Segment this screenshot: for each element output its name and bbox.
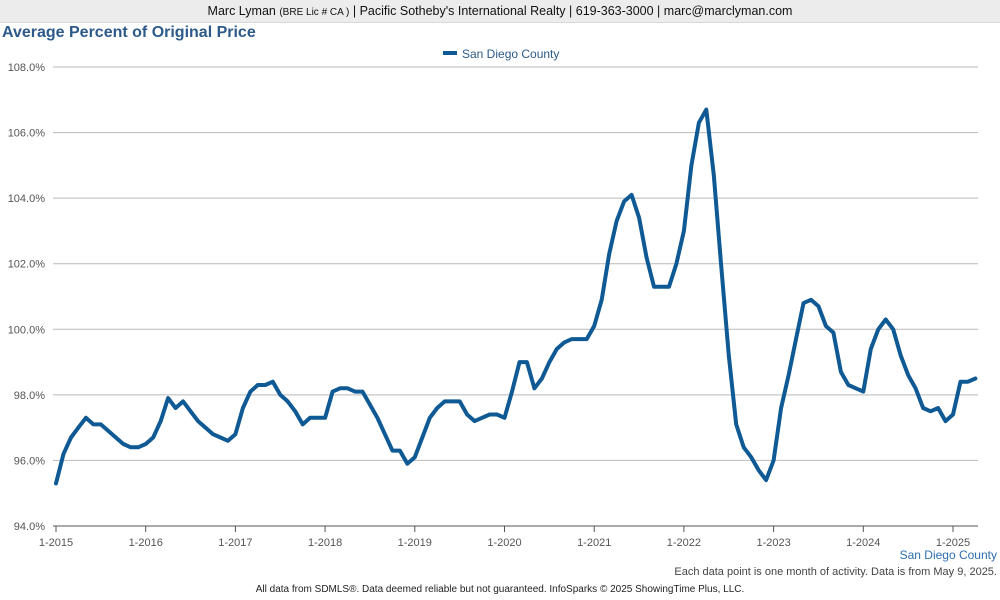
x-tick-label: 1-2024 bbox=[846, 537, 880, 549]
y-tick-label: 104.0% bbox=[8, 193, 46, 205]
x-tick-label: 1-2023 bbox=[756, 537, 790, 549]
y-tick-label: 98.0% bbox=[14, 390, 45, 402]
y-tick-label: 94.0% bbox=[14, 521, 45, 533]
x-tick-label: 1-2020 bbox=[487, 537, 521, 549]
region-label: San Diego County bbox=[899, 548, 997, 562]
agent-contact: | Pacific Sotheby's International Realty… bbox=[352, 4, 793, 18]
y-tick-label: 108.0% bbox=[8, 62, 46, 74]
y-tick-label: 106.0% bbox=[8, 128, 46, 140]
chart-title: Average Percent of Original Price bbox=[2, 24, 256, 41]
x-tick-label: 1-2018 bbox=[308, 537, 342, 549]
agent-header: Marc Lyman (BRE Lic # CA ) | Pacific Sot… bbox=[0, 0, 1000, 23]
x-tick-label: 1-2025 bbox=[936, 537, 970, 549]
x-tick-label: 1-2016 bbox=[129, 537, 163, 549]
x-tick-label: 1-2017 bbox=[218, 537, 252, 549]
legend-label: San Diego County bbox=[462, 47, 559, 61]
x-tick-label: 1-2021 bbox=[577, 537, 611, 549]
data-note: Each data point is one month of activity… bbox=[674, 566, 997, 578]
y-tick-label: 102.0% bbox=[8, 259, 46, 271]
x-tick-label: 1-2022 bbox=[667, 537, 701, 549]
series-line-san-diego-county bbox=[54, 107, 978, 486]
agent-name: Marc Lyman bbox=[207, 4, 276, 18]
agent-license: (BRE Lic # CA ) bbox=[279, 7, 350, 18]
y-tick-label: 96.0% bbox=[14, 455, 45, 467]
x-tick-label: 1-2019 bbox=[398, 537, 432, 549]
x-tick-label: 1-2015 bbox=[39, 537, 73, 549]
footer-disclaimer: All data from SDMLS®. Data deemed reliab… bbox=[255, 584, 745, 595]
y-tick-label: 100.0% bbox=[8, 324, 46, 336]
